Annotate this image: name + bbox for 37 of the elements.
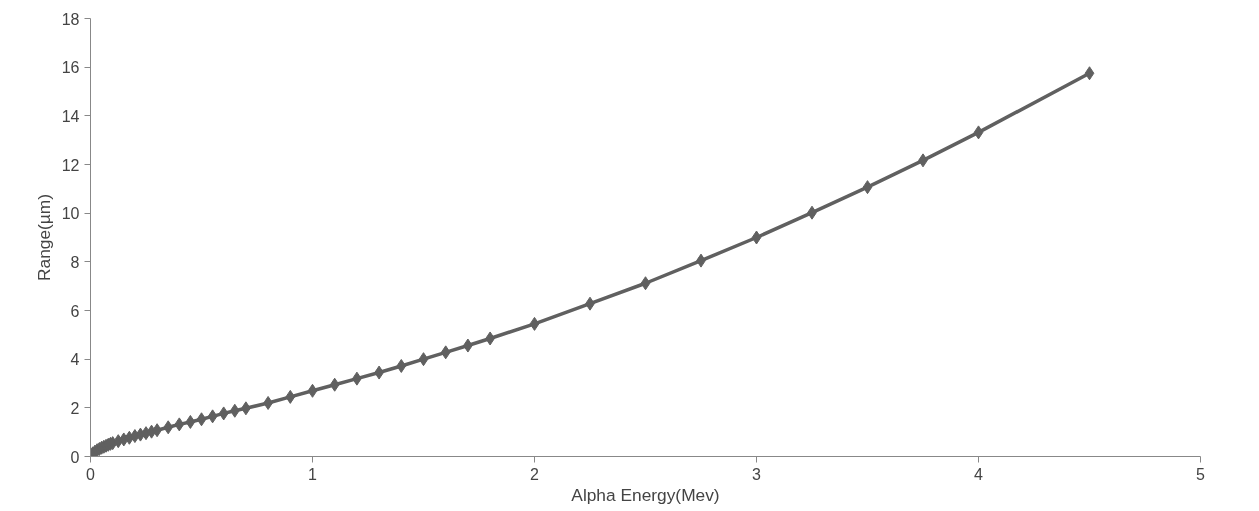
point bbox=[396, 358, 407, 373]
y-tick-label: 2 bbox=[70, 399, 80, 417]
y-tick-label: 8 bbox=[70, 253, 80, 271]
point bbox=[163, 420, 174, 435]
point bbox=[229, 403, 240, 418]
x-tick-label: 2 bbox=[530, 465, 540, 483]
y-tick-label: 0 bbox=[70, 448, 80, 466]
point bbox=[640, 276, 651, 291]
point bbox=[307, 383, 318, 398]
point bbox=[196, 412, 207, 427]
point bbox=[329, 377, 340, 392]
point bbox=[207, 409, 218, 424]
x-tick-label: 5 bbox=[1196, 465, 1206, 483]
x-tick-label: 4 bbox=[974, 465, 984, 483]
point bbox=[440, 345, 451, 360]
point bbox=[751, 230, 762, 245]
y-tick-label: 10 bbox=[61, 205, 80, 223]
point bbox=[174, 417, 185, 432]
y-tick-label: 14 bbox=[61, 107, 80, 125]
x-tick-label: 0 bbox=[86, 465, 96, 483]
point bbox=[973, 125, 984, 140]
y-axis-title: Range(µm) bbox=[33, 193, 54, 282]
y-tick-label: 6 bbox=[70, 302, 80, 320]
point bbox=[185, 414, 196, 429]
point bbox=[862, 180, 873, 195]
y-tick-label: 4 bbox=[70, 351, 80, 369]
x-tick-label: 1 bbox=[308, 465, 318, 483]
point bbox=[285, 389, 296, 404]
y-tick-label: 16 bbox=[61, 59, 80, 77]
point bbox=[1084, 66, 1095, 81]
point bbox=[418, 352, 429, 367]
point bbox=[218, 406, 229, 421]
point bbox=[529, 316, 540, 331]
y-tick-label: 18 bbox=[61, 10, 80, 28]
y-tick-label: 12 bbox=[61, 156, 80, 174]
x-tick-label: 3 bbox=[752, 465, 762, 483]
x-axis-title: Alpha Energy(Mev) bbox=[571, 484, 720, 505]
